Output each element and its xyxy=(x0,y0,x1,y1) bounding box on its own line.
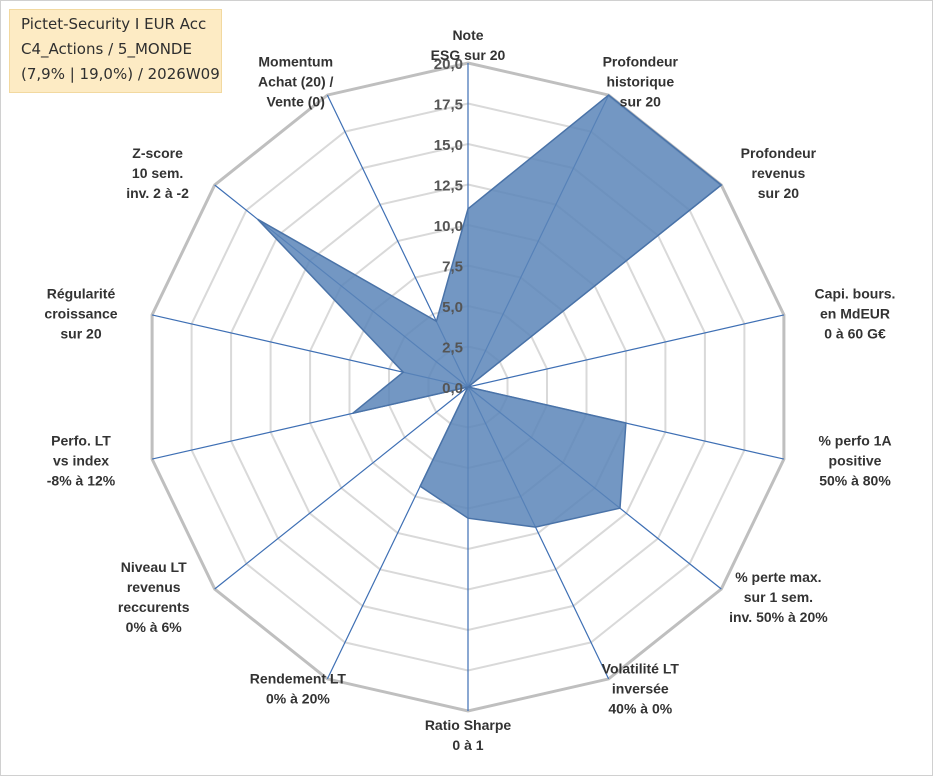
axis-label-line: Ratio Sharpe xyxy=(425,717,512,733)
fund-info-box: Pictet-Security I EUR Acc C4_Actions / 5… xyxy=(9,9,222,93)
axis-label-line: vs index xyxy=(53,452,109,468)
axis-label-line: 10 sem. xyxy=(132,165,183,181)
axis-label: Niveau LT revenus reccurents 0% à 6% xyxy=(118,559,190,635)
axis-label-line: Perfo. LT xyxy=(51,432,111,448)
tick-label: 12,5 xyxy=(434,178,463,195)
axis-label-line: % perte max. xyxy=(735,569,821,585)
axis-label: % perfo 1A positive 50% à 80% xyxy=(818,432,891,488)
axis-label: % perte max. sur 1 sem. inv. 50% à 20% xyxy=(729,569,828,625)
axis-label-line: Vente (0) xyxy=(267,94,325,110)
axis-label-line: Régularité xyxy=(47,286,116,302)
axis-label-line: sur 20 xyxy=(60,326,101,342)
axis-label: Régularité croissance sur 20 xyxy=(44,286,117,342)
axis-label: Perfo. LT vs index -8% à 12% xyxy=(47,432,116,488)
tick-label: 2,5 xyxy=(442,340,463,357)
axis-label-line: Z-score xyxy=(132,145,183,161)
axis-label-line: positive xyxy=(829,452,882,468)
tick-label: 17,5 xyxy=(434,97,463,114)
axis-label: Note ESG sur 20 xyxy=(431,27,506,63)
axis-label-line: inversée xyxy=(612,680,669,696)
axis-label: Profondeur revenus sur 20 xyxy=(741,145,817,201)
tick-label: 0,0 xyxy=(442,380,463,397)
axis-label-line: 0% à 20% xyxy=(266,690,330,706)
axis-label: Ratio Sharpe 0 à 1 xyxy=(425,717,512,753)
axis-label-line: revenus xyxy=(752,165,806,181)
axis-label-line: Achat (20) / xyxy=(258,74,334,90)
axis-spoke xyxy=(214,386,469,590)
axis-label-line: Momentum xyxy=(258,54,333,70)
tick-label: 10,0 xyxy=(434,218,463,235)
axis-label-line: % perfo 1A xyxy=(818,432,891,448)
axis-label: Z-score 10 sem. inv. 2 à -2 xyxy=(126,145,189,201)
axis-label-line: inv. 50% à 20% xyxy=(729,609,828,625)
axis-label-line: 0 à 60 G€ xyxy=(824,326,886,342)
axis-label-line: Volatilité LT xyxy=(602,660,680,676)
axis-labels: Note ESG sur 20 Profondeur historique sur 20… xyxy=(44,27,895,753)
axis-label: Momentum Achat (20) / Vente (0) xyxy=(258,54,334,110)
axis-label-line: 50% à 80% xyxy=(819,472,891,488)
axis-label-line: croissance xyxy=(44,306,117,322)
radial-ticks: 0,0 2,5 5,0 7,5 10,0 12,5 15,0 17,5 20,0 xyxy=(434,56,463,397)
axis-label-line: -8% à 12% xyxy=(47,472,116,488)
axis-label: Volatilité LT inversée 40% à 0% xyxy=(602,660,680,716)
axis-label: Profondeur historique sur 20 xyxy=(603,54,679,110)
axis-spoke xyxy=(467,314,785,388)
axis-label-line: inv. 2 à -2 xyxy=(126,185,189,201)
axis-label-line: sur 20 xyxy=(758,185,799,201)
axis-label: Rendement LT 0% à 20% xyxy=(250,670,347,706)
axis-label-line: Capi. bours. xyxy=(815,286,896,302)
tick-label: 15,0 xyxy=(434,137,463,154)
axis-label-line: en MdEUR xyxy=(820,306,890,322)
tick-label: 5,0 xyxy=(442,299,463,316)
fund-category: C4_Actions / 5_MONDE xyxy=(21,40,192,58)
axis-label-line: revenus xyxy=(127,579,181,595)
axis-label-line: reccurents xyxy=(118,599,190,615)
axis-label-line: sur 20 xyxy=(620,94,661,110)
axis-label: Capi. bours. en MdEUR 0 à 60 G€ xyxy=(815,286,896,342)
axis-label-line: Profondeur xyxy=(741,145,817,161)
tick-label: 20,0 xyxy=(434,56,463,73)
axis-label-line: ESG sur 20 xyxy=(431,47,506,63)
radar-series xyxy=(257,94,723,528)
axis-label-line: 0 à 1 xyxy=(452,737,483,753)
fund-stats: (7,9% | 19,0%) / 2026W09 xyxy=(21,65,220,83)
axis-label-line: Niveau LT xyxy=(121,559,187,575)
axis-label-line: Rendement LT xyxy=(250,670,347,686)
tick-label: 7,5 xyxy=(442,259,463,276)
axis-label-line: 0% à 6% xyxy=(126,619,183,635)
axis-label-line: Profondeur xyxy=(603,54,679,70)
axis-label-line: Note xyxy=(452,27,483,43)
axis-label-line: 40% à 0% xyxy=(608,700,672,716)
axis-label-line: sur 1 sem. xyxy=(744,589,813,605)
axis-label-line: historique xyxy=(606,74,674,90)
fund-name: Pictet-Security I EUR Acc xyxy=(21,15,207,33)
